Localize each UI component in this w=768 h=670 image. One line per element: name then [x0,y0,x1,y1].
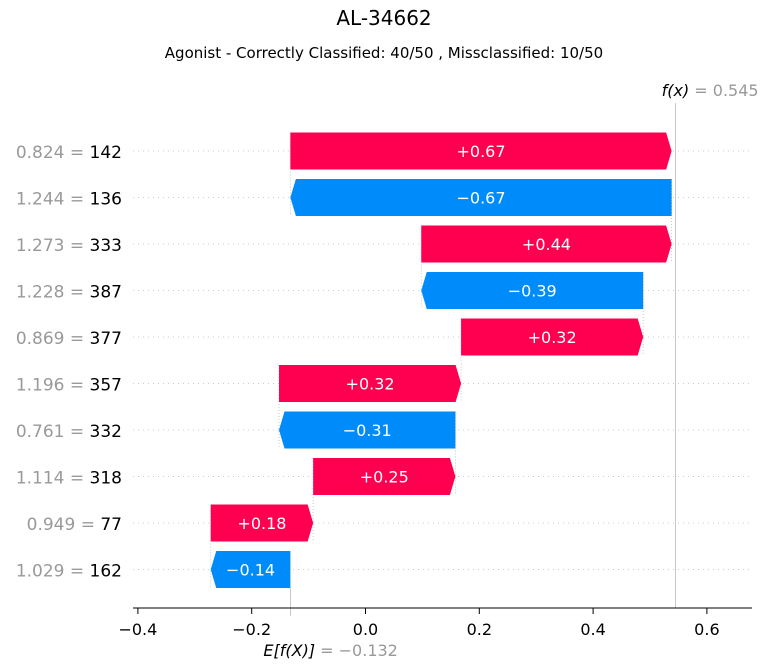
feature-value: 1.196 = [16,376,90,396]
feature-value: 0.824 = [16,143,90,163]
feature-name: 377 [90,329,122,349]
feature-value: 0.949 = [27,515,101,535]
feature-name: 142 [90,143,122,163]
shap-bar [290,179,672,216]
feature-name: 318 [90,469,122,489]
feature-label: 0.949 = 77 [27,515,122,535]
feature-label: 1.029 = 162 [16,562,122,582]
shap-bar [279,411,456,449]
feature-label: 1.114 = 318 [16,469,122,489]
shap-bar [421,225,672,263]
feature-name: 136 [90,190,122,210]
x-tick-label: 0.4 [580,620,605,639]
chart-title: AL-34662 [336,6,432,30]
feature-value: 1.029 = [16,562,90,582]
feature-label: 1.196 = 357 [16,376,122,396]
x-tick-label: 0.0 [353,620,378,639]
bar-value-label: +0.32 [528,328,577,347]
fx-name: f(x) [662,81,690,100]
feature-value: 0.869 = [16,329,90,349]
feature-name: 387 [90,283,122,303]
x-tick-label: 0.6 [694,620,719,639]
feature-value: 0.761 = [16,422,90,442]
bar-value-label: +0.18 [237,514,286,533]
shap-bar [461,318,644,356]
x-tick-label: 0.2 [467,620,492,639]
feature-name: 77 [100,515,122,535]
base-value-number: = −0.132 [315,641,398,660]
bar-value-label: −0.14 [226,561,275,580]
feature-label: 0.869 = 377 [16,329,122,349]
shap-bar [210,504,314,542]
feature-label: 1.273 = 333 [16,236,122,256]
shap-bar [210,551,291,588]
x-tick-label: −0.2 [232,620,271,639]
fx-label: f(x) = 0.545 [662,81,759,100]
bar-value-label: +0.25 [360,468,409,487]
base-value-name: E[f(X)] [263,641,315,660]
fx-value: = 0.545 [689,81,758,100]
x-tick-label: −0.4 [118,620,157,639]
bar-value-label: +0.32 [346,375,395,394]
feature-value: 1.114 = [16,469,90,489]
shap-bar [279,365,462,402]
chart-subtitle: Agonist - Correctly Classified: 40/50 , … [164,44,604,62]
bar-value-label: +0.44 [522,235,571,254]
bar-value-label: −0.67 [456,189,505,208]
shap-bar [313,458,456,495]
feature-label: 1.228 = 387 [16,283,122,303]
feature-name: 332 [90,422,122,442]
bar-value-label: −0.31 [343,421,392,440]
bar-value-label: +0.67 [456,142,505,161]
feature-label: 1.244 = 136 [16,190,122,210]
feature-name: 333 [90,236,122,256]
bar-value-label: −0.39 [508,282,557,301]
feature-value: 1.228 = [16,283,90,303]
feature-value: 1.244 = [16,190,90,210]
feature-value: 1.273 = [16,236,90,256]
shap-bar [421,272,644,309]
feature-label: 0.761 = 332 [16,422,122,442]
feature-name: 357 [90,376,122,396]
feature-name: 162 [90,562,122,582]
feature-label: 0.824 = 142 [16,143,122,163]
shap-bar [290,132,672,170]
base-value-label: E[f(X)] = −0.132 [263,641,397,660]
